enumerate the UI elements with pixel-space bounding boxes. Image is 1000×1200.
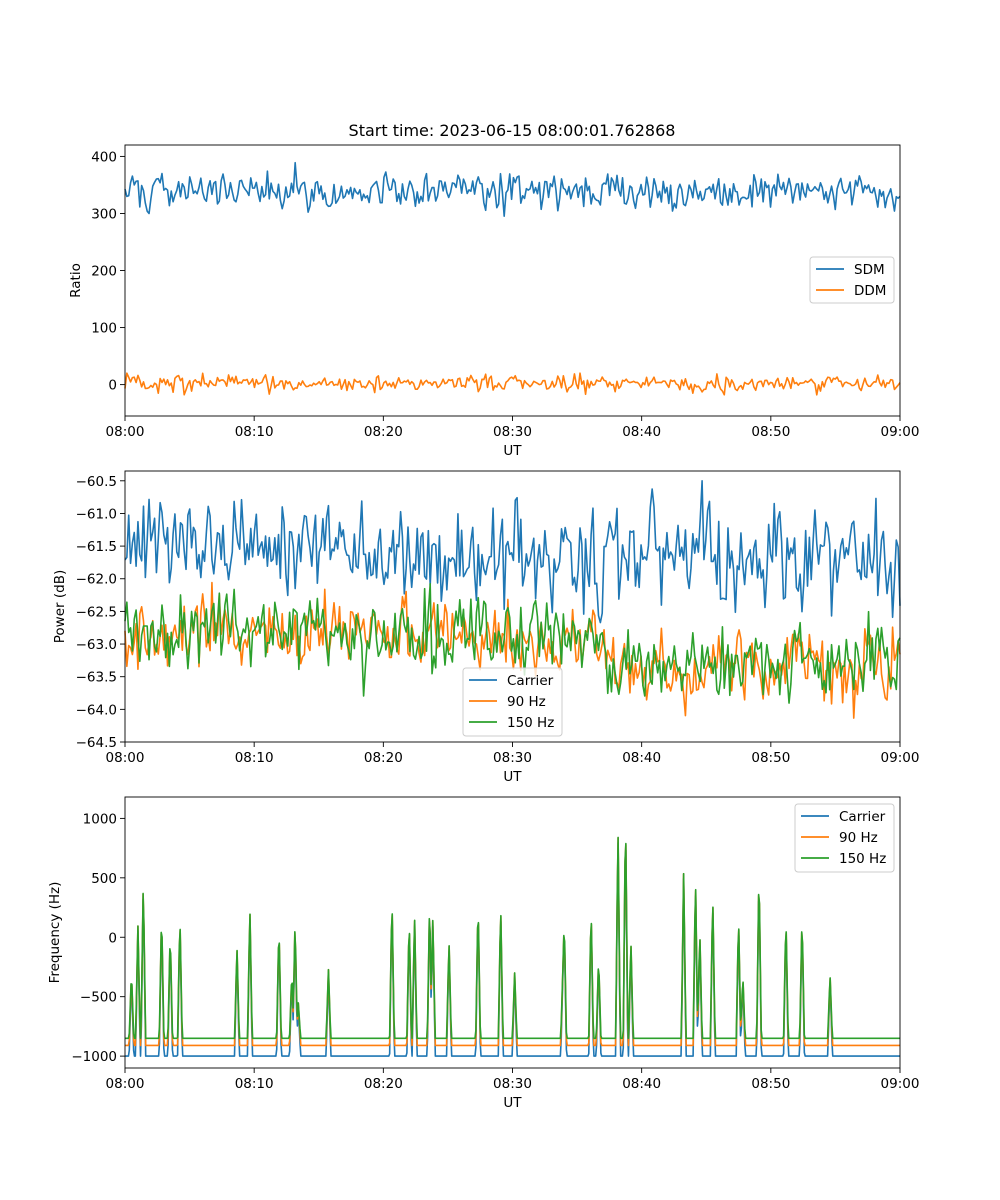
- x-axis-label: UT: [503, 443, 522, 459]
- legend-label: 150 Hz: [839, 851, 886, 867]
- plot-frame: [124, 796, 901, 1069]
- chart-title: Start time: 2023-06-15 08:00:01.762868: [349, 121, 676, 140]
- x-tick-label: 08:20: [364, 1076, 403, 1092]
- x-tick-label: 09:00: [881, 750, 920, 766]
- y-tick-label: −64.0: [76, 702, 117, 718]
- series-line-sdm: [124, 161, 901, 218]
- y-tick-label: 0: [108, 378, 117, 394]
- y-tick-label: −62.0: [76, 572, 117, 588]
- x-tick-label: 08:50: [751, 750, 790, 766]
- x-tick-label: 08:30: [493, 1076, 532, 1092]
- series-line-150-hz: [125, 836, 900, 1040]
- x-tick-label: 08:50: [751, 1076, 790, 1092]
- y-tick-label: −60.5: [76, 474, 117, 490]
- y-tick-label: 500: [91, 871, 117, 887]
- legend-label: SDM: [854, 262, 885, 278]
- x-tick-label: 08:10: [235, 750, 274, 766]
- legend-label: 90 Hz: [839, 830, 878, 846]
- series-line-ddm: [124, 372, 901, 396]
- series-line-90-hz: [124, 581, 901, 719]
- y-tick-label: −64.5: [76, 735, 117, 751]
- y-tick-label: 400: [91, 149, 117, 165]
- x-tick-label: 08:40: [622, 750, 661, 766]
- legend-label: Carrier: [507, 673, 554, 689]
- x-tick-label: 08:10: [235, 424, 274, 440]
- x-tick-label: 08:20: [364, 750, 403, 766]
- x-tick-label: 08:20: [364, 424, 403, 440]
- y-tick-label: −61.5: [76, 539, 117, 555]
- legend-label: 90 Hz: [507, 694, 546, 710]
- legend-box: [794, 803, 895, 873]
- x-tick-label: 08:10: [235, 1076, 274, 1092]
- x-tick-label: 08:40: [622, 1076, 661, 1092]
- legend-label: DDM: [854, 283, 886, 299]
- y-tick-label: −1000: [71, 1049, 117, 1065]
- x-tick-label: 08:00: [106, 1076, 145, 1092]
- x-tick-label: 08:30: [493, 750, 532, 766]
- plot-frame: [124, 470, 901, 743]
- legend-label: Carrier: [839, 809, 886, 825]
- y-tick-label: 200: [91, 264, 117, 280]
- x-tick-label: 08:00: [106, 424, 145, 440]
- x-tick-label: 08:30: [493, 424, 532, 440]
- series-line-150-hz: [124, 583, 901, 704]
- legend-label: 150 Hz: [507, 715, 554, 731]
- series-line-carrier: [124, 480, 901, 624]
- y-tick-label: −63.0: [76, 637, 117, 653]
- x-tick-label: 08:00: [106, 750, 145, 766]
- y-axis-label: Frequency (Hz): [47, 882, 63, 984]
- y-axis-label: Ratio: [68, 263, 84, 298]
- x-tick-label: 08:40: [622, 424, 661, 440]
- y-tick-label: 100: [91, 321, 117, 337]
- y-tick-label: 300: [91, 206, 117, 222]
- y-axis-label: Power (dB): [52, 570, 68, 643]
- y-tick-label: −62.5: [76, 604, 117, 620]
- y-tick-label: 0: [108, 930, 117, 946]
- y-tick-label: −61.0: [76, 506, 117, 522]
- y-tick-label: 1000: [83, 811, 117, 827]
- x-tick-label: 08:50: [751, 424, 790, 440]
- legend-box: [462, 667, 563, 737]
- y-tick-label: −500: [80, 990, 117, 1006]
- x-tick-label: 09:00: [881, 1076, 920, 1092]
- plot-frame: [124, 144, 901, 417]
- y-tick-label: −63.5: [76, 670, 117, 686]
- x-axis-label: UT: [503, 769, 522, 785]
- x-tick-label: 09:00: [881, 424, 920, 440]
- x-axis-label: UT: [503, 1095, 522, 1111]
